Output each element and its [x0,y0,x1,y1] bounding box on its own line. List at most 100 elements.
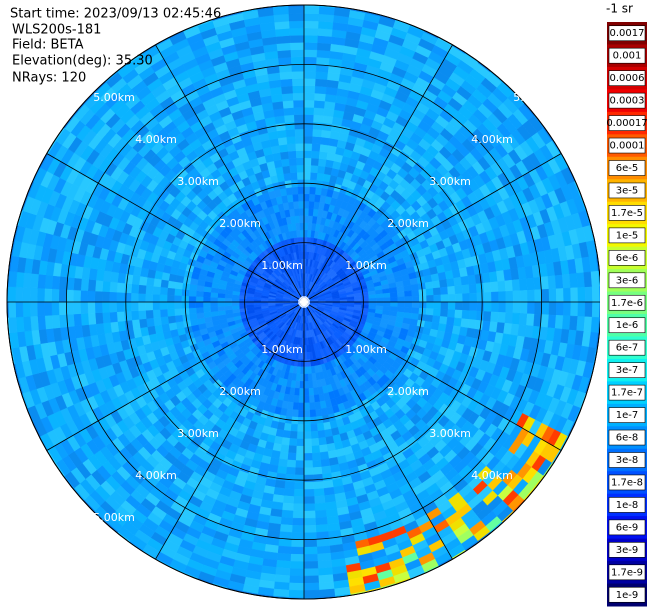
radar-cell [308,395,315,404]
radar-cell [94,301,103,314]
radar-cell [316,56,330,66]
radar-cell [174,288,183,296]
radar-cell [518,313,528,326]
radar-cell [569,315,578,331]
radar-cell [308,387,315,396]
radar-cell [289,561,305,570]
radar-cell [303,366,308,375]
radar-cell [570,301,579,317]
radar-cell [404,301,413,308]
radar-cell [562,273,571,289]
radar-cell [277,136,288,146]
radar-cell [397,291,406,298]
radar-cell [289,164,298,174]
radar-cell [281,92,294,102]
radar-cell [309,402,316,411]
radar-cell [288,438,298,447]
radar-cell [102,311,111,324]
radar-cell [322,421,332,431]
radar-cell [461,310,470,320]
radar-cell [173,294,182,303]
radar-cell [287,452,297,461]
radar-cell [584,301,593,318]
radar-cell [318,151,328,160]
radar-cell [8,301,17,318]
radar-cell [468,283,478,294]
radar-cell [276,42,291,52]
radar-cell [303,92,316,101]
radar-cell [368,301,377,306]
radar-cell [101,301,110,313]
radar-cell [303,114,315,123]
radar-cell [292,503,305,512]
radar-cell [58,301,67,316]
radar-cell [498,291,507,303]
radar-cell [166,308,176,317]
radar-cell [519,290,528,303]
radar-cell [94,290,103,303]
radar-cell [315,78,328,88]
radar-cell [554,274,564,289]
radar-cell [72,289,81,303]
radar-cell [599,301,601,319]
radar-cell [316,545,331,555]
radar-cell [317,42,332,52]
radar-cell [318,444,328,453]
radar-cell [319,451,330,461]
radar-cell [313,100,326,109]
radar-cell [321,472,333,482]
radar-cell [375,301,384,307]
radar-cell [188,289,197,297]
radar-cell [195,296,204,303]
radar-cell [280,151,290,160]
radar-cell [303,517,316,526]
radar-cell [303,539,318,548]
radar-cell [460,318,470,329]
radar-cell [467,319,477,330]
radar-cell [287,150,297,159]
radar-cell [511,279,521,292]
radar-cell [303,496,315,505]
radar-cell [390,296,398,303]
radar-cell [303,359,308,368]
radar-cell [303,510,316,519]
radar-cell [166,287,176,296]
radar-cell [469,292,478,303]
radar-cell [277,458,288,468]
radar-cell [447,293,456,303]
radar-cell [189,313,198,321]
radar-cell [319,143,330,153]
radar-cell [87,290,96,303]
radar-cell [576,272,586,288]
radar-cell [311,452,321,461]
radar-cell [555,301,564,316]
radar-cell [476,301,485,312]
radar-cell [554,315,564,330]
radar-cell [287,445,297,454]
radar-cell [310,430,319,440]
radar-cell [526,277,535,291]
radar-cell [294,215,301,224]
radar-cell [303,20,319,29]
radar-cell [278,143,289,153]
radar-cell [426,294,435,303]
radar-cell [291,409,299,418]
radar-cell [313,394,321,403]
radar-cell [425,288,434,296]
radar-cell [303,143,313,151]
radar-cell [512,290,521,303]
radar-cell [446,278,455,288]
radar-cell [313,495,326,504]
radar-cell [314,502,327,512]
radar-cell [312,459,322,468]
radar-cell [563,301,572,317]
radar-cell [540,314,550,328]
radar-cell [173,301,182,310]
radar-cell [281,85,294,95]
radar-cell [202,291,211,298]
radar-cell [29,301,38,317]
radar-cell [238,301,247,306]
radar-cell [292,517,305,526]
radar-cell [303,352,308,360]
